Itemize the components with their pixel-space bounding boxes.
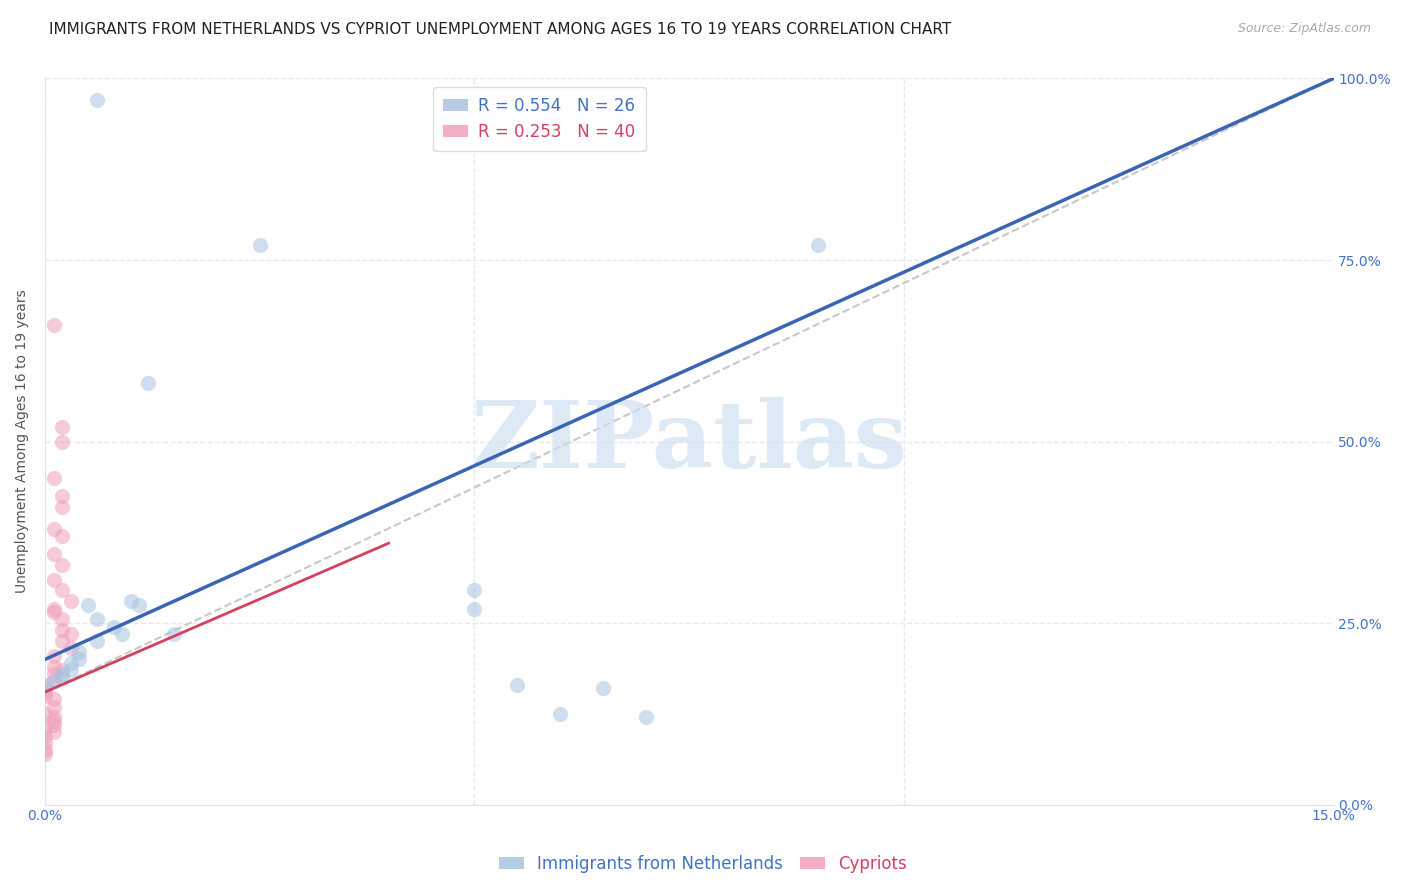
- Point: [103, 620, 125, 634]
- Point: [51, 420, 73, 434]
- Point: [120, 594, 142, 608]
- Point: [34, 722, 56, 736]
- Point: [34, 706, 56, 721]
- Y-axis label: Unemployment Among Ages 16 to 19 years: Unemployment Among Ages 16 to 19 years: [15, 290, 30, 593]
- Point: [592, 681, 614, 696]
- Point: [51, 671, 73, 685]
- Point: [42, 692, 65, 706]
- Point: [86, 93, 108, 107]
- Point: [249, 238, 271, 252]
- Point: [42, 471, 65, 485]
- Point: [42, 674, 65, 689]
- Point: [59, 594, 82, 608]
- Point: [67, 645, 90, 659]
- Point: [34, 681, 56, 696]
- Point: [86, 634, 108, 648]
- Point: [59, 663, 82, 677]
- Point: [51, 667, 73, 681]
- Point: [77, 598, 100, 612]
- Point: [59, 627, 82, 641]
- Point: [51, 583, 73, 598]
- Point: [51, 489, 73, 503]
- Point: [51, 529, 73, 543]
- Point: [42, 667, 65, 681]
- Point: [42, 573, 65, 587]
- Point: [34, 685, 56, 699]
- Point: [59, 656, 82, 670]
- Point: [550, 706, 572, 721]
- Point: [51, 663, 73, 677]
- Point: [42, 601, 65, 615]
- Text: IMMIGRANTS FROM NETHERLANDS VS CYPRIOT UNEMPLOYMENT AMONG AGES 16 TO 19 YEARS CO: IMMIGRANTS FROM NETHERLANDS VS CYPRIOT U…: [49, 22, 952, 37]
- Point: [42, 318, 65, 333]
- Point: [86, 612, 108, 626]
- Text: Source: ZipAtlas.com: Source: ZipAtlas.com: [1237, 22, 1371, 36]
- Point: [42, 605, 65, 619]
- Point: [42, 725, 65, 739]
- Point: [51, 434, 73, 449]
- Point: [34, 747, 56, 761]
- Point: [128, 598, 150, 612]
- Point: [34, 689, 56, 703]
- Point: [163, 627, 186, 641]
- Point: [463, 601, 485, 615]
- Point: [42, 717, 65, 731]
- Point: [42, 547, 65, 561]
- Point: [67, 652, 90, 666]
- Point: [59, 641, 82, 656]
- Point: [51, 612, 73, 626]
- Point: [42, 659, 65, 673]
- Point: [42, 710, 65, 724]
- Point: [51, 624, 73, 638]
- Legend: Immigrants from Netherlands, Cypriots: Immigrants from Netherlands, Cypriots: [492, 848, 914, 880]
- Point: [51, 634, 73, 648]
- Point: [463, 583, 485, 598]
- Point: [34, 743, 56, 757]
- Point: [51, 500, 73, 514]
- Point: [136, 376, 159, 391]
- Point: [34, 678, 56, 692]
- Point: [506, 678, 529, 692]
- Point: [42, 699, 65, 714]
- Point: [807, 238, 830, 252]
- Point: [34, 729, 56, 743]
- Legend: R = 0.554   N = 26, R = 0.253   N = 40: R = 0.554 N = 26, R = 0.253 N = 40: [433, 87, 645, 151]
- Point: [42, 648, 65, 663]
- Point: [42, 714, 65, 728]
- Point: [42, 522, 65, 536]
- Point: [51, 558, 73, 572]
- Point: [111, 627, 134, 641]
- Point: [636, 710, 658, 724]
- Point: [34, 736, 56, 750]
- Text: ZIPatlas: ZIPatlas: [471, 397, 908, 486]
- Point: [42, 674, 65, 689]
